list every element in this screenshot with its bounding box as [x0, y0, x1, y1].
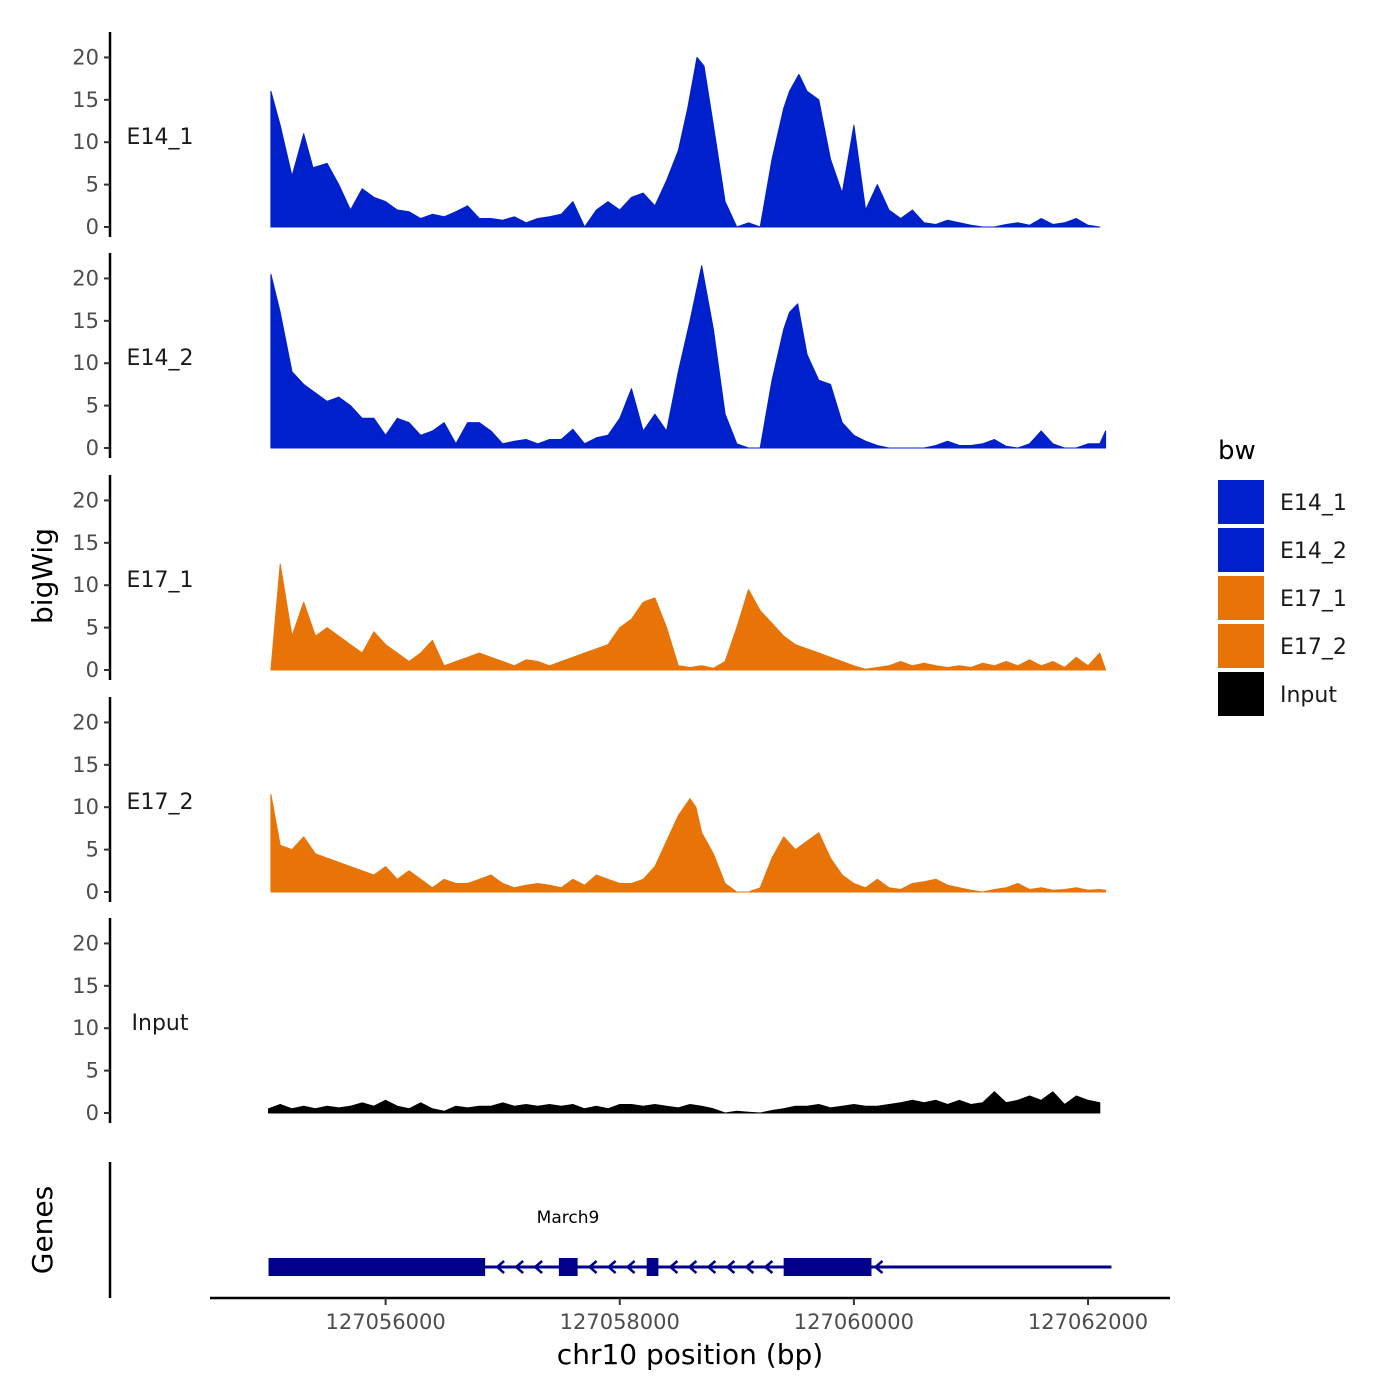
signal-area-e17_1: [270, 563, 1107, 671]
track-label-e14_2: E14_2: [127, 346, 194, 371]
legend-title: bw: [1218, 436, 1256, 466]
signal-area-e17_2: [270, 794, 1107, 893]
strand-arrow: [687, 1260, 698, 1274]
y-tick-label: 0: [86, 215, 99, 239]
y-tick-label: 20: [72, 710, 99, 734]
genes-axis-title: Genes: [26, 1186, 59, 1274]
legend-label-input: Input: [1280, 683, 1337, 708]
signal-area-e14_1: [270, 56, 1101, 228]
y-tick-label: 10: [72, 573, 99, 597]
y-tick-label: 5: [86, 1059, 99, 1083]
strand-arrow: [533, 1260, 543, 1274]
legend-swatch-e14_1: [1218, 480, 1264, 524]
legend-label-e14_2: E14_2: [1280, 539, 1347, 564]
y-tick-label: 15: [72, 531, 99, 555]
y-axis-title: bigWig: [26, 528, 59, 624]
y-tick-label: 10: [72, 130, 99, 154]
legend-label-e14_1: E14_1: [1280, 491, 1347, 516]
x-tick-label: 127060000: [794, 1310, 914, 1334]
legend-swatch-e14_2: [1218, 528, 1264, 572]
track-label-input: Input: [132, 1011, 189, 1036]
y-tick-label: 20: [72, 266, 99, 290]
track-label-e17_1: E17_1: [127, 568, 194, 593]
strand-arrow: [587, 1260, 598, 1274]
y-tick-label: 15: [72, 88, 99, 112]
strand-arrow: [606, 1260, 617, 1274]
strand-arrow: [495, 1260, 505, 1274]
y-tick-label: 20: [72, 931, 99, 955]
y-tick-label: 15: [72, 309, 99, 333]
y-tick-label: 5: [86, 394, 99, 418]
x-tick-label: 127056000: [325, 1310, 445, 1334]
track-label-e17_2: E17_2: [127, 790, 194, 815]
gene-exon: [646, 1258, 659, 1276]
strand-arrow: [725, 1260, 736, 1274]
y-tick-label: 5: [86, 838, 99, 862]
y-tick-label: 20: [72, 45, 99, 69]
y-tick-label: 15: [72, 974, 99, 998]
y-tick-label: 5: [86, 616, 99, 640]
x-tick-label: 127058000: [560, 1310, 680, 1334]
y-tick-label: 0: [86, 1101, 99, 1125]
gene-exon: [558, 1258, 578, 1276]
strand-arrow: [514, 1260, 524, 1274]
strand-arrow: [625, 1260, 636, 1274]
y-tick-label: 10: [72, 795, 99, 819]
legend-swatch-e17_1: [1218, 576, 1264, 620]
strand-arrow: [706, 1260, 717, 1274]
signal-area-e14_2: [270, 265, 1107, 449]
legend-swatch-e17_2: [1218, 624, 1264, 668]
strand-arrow: [873, 1260, 884, 1274]
y-tick-label: 20: [72, 488, 99, 512]
strand-arrow: [763, 1260, 774, 1274]
strand-arrow: [744, 1260, 755, 1274]
legend-swatch-input: [1218, 672, 1264, 716]
gene-name-label: March9: [537, 1208, 600, 1228]
legend-label-e17_2: E17_2: [1280, 635, 1347, 660]
signal-area-input: [268, 1091, 1101, 1114]
y-tick-label: 5: [86, 173, 99, 197]
y-tick-label: 10: [72, 1016, 99, 1040]
strand-arrow: [668, 1260, 679, 1274]
gene-exon: [783, 1258, 872, 1276]
y-tick-label: 0: [86, 658, 99, 682]
y-tick-label: 0: [86, 880, 99, 904]
x-axis-title: chr10 position (bp): [557, 1338, 823, 1371]
gene-exon: [268, 1258, 486, 1276]
y-tick-label: 10: [72, 351, 99, 375]
y-tick-label: 15: [72, 753, 99, 777]
legend-label-e17_1: E17_1: [1280, 587, 1347, 612]
x-tick-label: 127062000: [1028, 1310, 1148, 1334]
y-tick-label: 0: [86, 436, 99, 460]
track-label-e14_1: E14_1: [127, 125, 194, 150]
